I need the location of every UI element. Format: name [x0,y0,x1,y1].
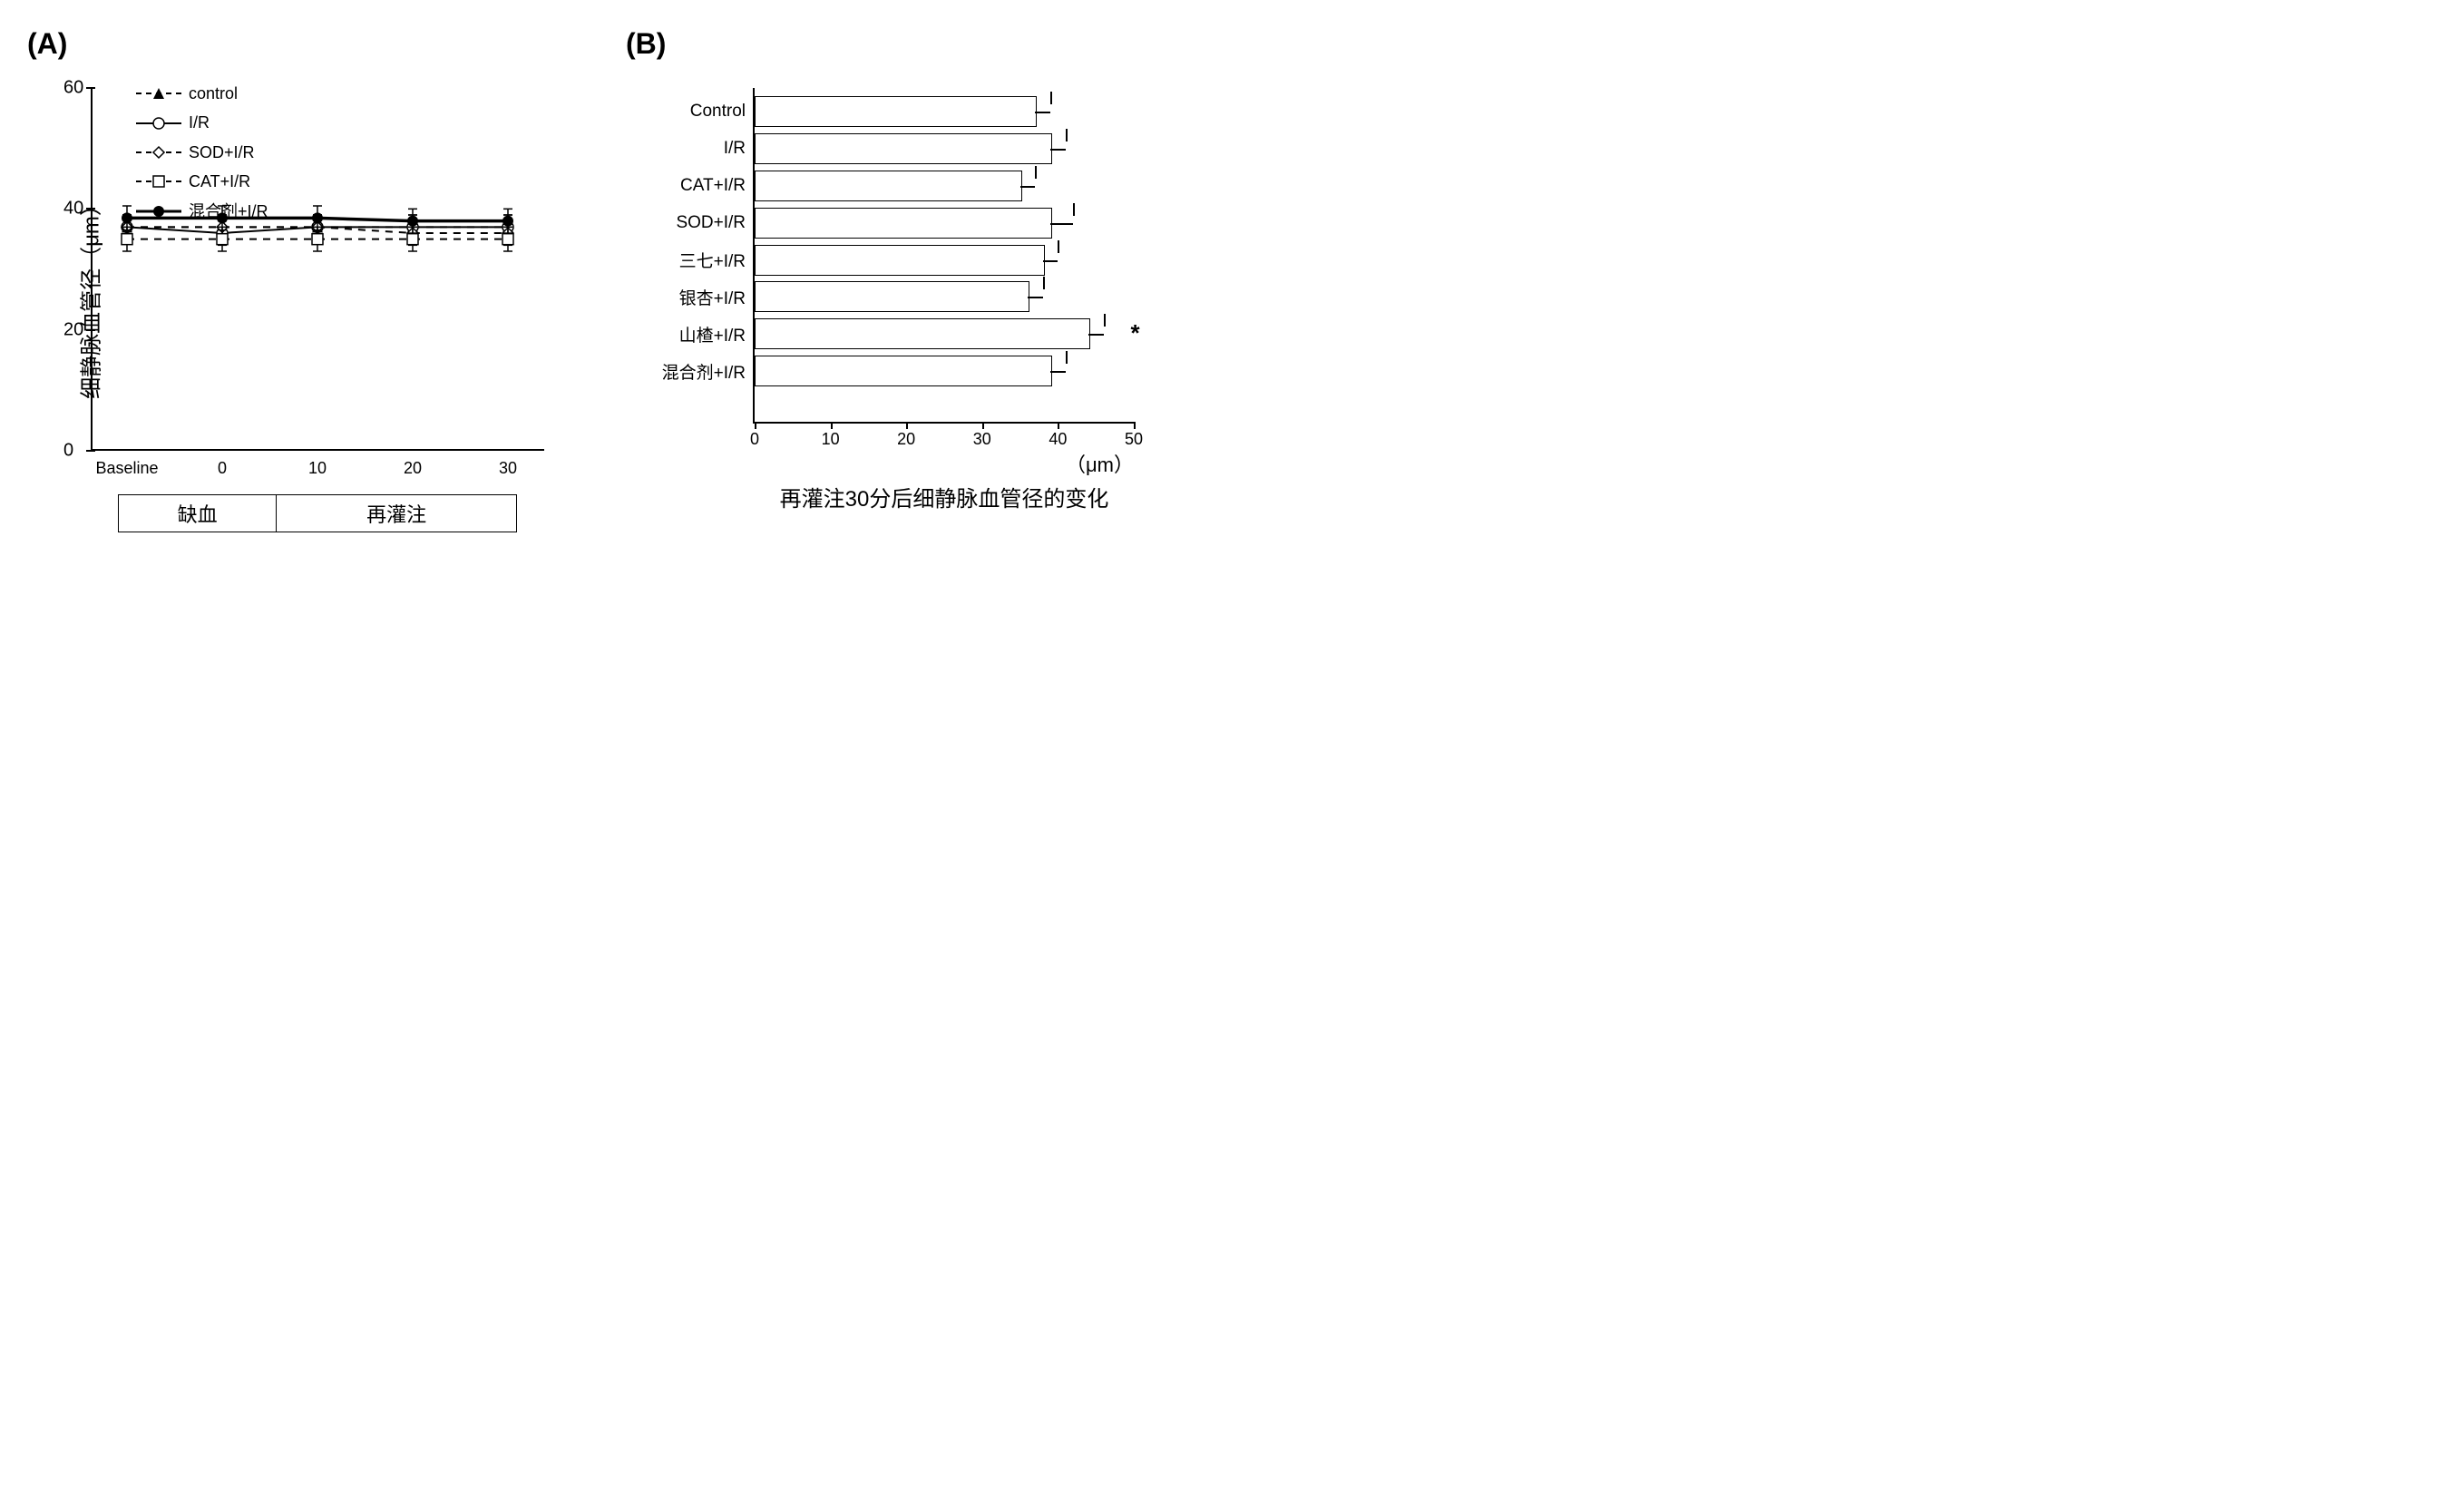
x-tick-label: 40 [1049,430,1067,449]
y-tick-label: 0 [63,441,73,462]
error-bar [1050,149,1066,151]
x-tick-label: 30 [499,459,517,478]
bar-row: 三七+I/R [755,246,1045,275]
legend-label: 混合剂+I/R [189,197,268,226]
error-bar [1020,186,1036,188]
bar-rect [755,318,1090,349]
x-tick-mark [755,422,756,429]
bar-plot-region: 01020304050 （μm） 再灌注30分后细静脉血管径的变化 Contro… [753,88,1134,424]
legend-label: control [189,79,238,108]
phase-reperfusion: 再灌注 [277,495,516,532]
error-cap [1050,92,1052,104]
bar-row: 混合剂+I/R [755,356,1052,385]
legend-label: SOD+I/R [189,138,255,167]
legend-item: SOD+I/R [136,138,268,167]
error-bar [1028,297,1043,298]
error-cap [1035,166,1037,179]
x-tick-mark [982,422,984,429]
bar-row: I/R [755,134,1052,163]
bar-label: Control [690,102,746,122]
error-bar [1050,223,1073,225]
x-tick-mark [1134,422,1136,429]
x-tick-label: 10 [822,430,840,449]
bar-label: I/R [724,139,746,159]
legend-item: control [136,79,268,108]
x-tick-mark [906,422,908,429]
error-cap [1104,314,1106,327]
error-bar [1035,112,1050,113]
y-tick-label: 40 [63,199,83,219]
bar-label: 混合剂+I/R [662,359,746,384]
error-cap [1066,351,1068,364]
bar-row: 银杏+I/R [755,282,1029,311]
legend-item: CAT+I/R [136,167,268,196]
line-chart: 细静脉血管径（μm） 0204060 Baseline0102030 contr… [27,70,571,523]
bar-label: 三七+I/R [679,248,746,272]
bar-rect [755,171,1022,201]
bar-row: 山楂+I/R* [755,319,1090,348]
significance-marker: * [1131,319,1140,347]
x-tick-label: 10 [308,459,327,478]
legend-marker-circle-filled [136,202,181,220]
bar-label: 银杏+I/R [679,285,746,309]
bar-rect [755,208,1052,239]
legend-marker-triangle-filled [136,84,181,102]
panel-a: (A) 细静脉血管径（μm） 0204060 Baseline0102030 c… [27,27,571,523]
x-tick-label: 0 [218,459,227,478]
phase-bar: 缺血 再灌注 [118,494,517,532]
figure-container: (A) 细静脉血管径（μm） 0204060 Baseline0102030 c… [27,27,2431,523]
x-tick-label: 30 [973,430,991,449]
bar-chart-title: 再灌注30分后细静脉血管径的变化 [780,481,1109,512]
error-cap [1058,240,1059,253]
panel-b: (B) 01020304050 （μm） 再灌注30分后细静脉血管径的变化 Co… [626,27,1188,505]
legend-label: CAT+I/R [189,167,250,196]
bar-label: 山楂+I/R [679,322,746,346]
x-tick-label: 0 [750,430,759,449]
bar-row: Control [755,97,1037,126]
bar-rect [755,245,1045,276]
bar-label: CAT+I/R [680,176,746,196]
y-tick-label: 20 [63,319,83,340]
legend-marker-circle-open [136,114,181,132]
x-tick-mark [831,422,833,429]
panel-b-label: (B) [626,27,1188,61]
legend-label: I/R [189,108,210,137]
bar-chart: 01020304050 （μm） 再灌注30分后细静脉血管径的变化 Contro… [626,70,1188,505]
error-cap [1043,277,1045,289]
error-bar [1043,260,1058,262]
x-tick-label: Baseline [95,459,158,478]
legend-marker-diamond-open [136,143,181,161]
x-tick-label: 50 [1125,430,1143,449]
legend-item: 混合剂+I/R [136,197,268,226]
bar-rect [755,356,1052,386]
error-bar [1050,371,1066,373]
legend-item: I/R [136,108,268,137]
x-tick-label: 20 [897,430,915,449]
legend-marker-square-open [136,172,181,190]
error-cap [1073,203,1075,216]
legend: controlI/RSOD+I/RCAT+I/R混合剂+I/R [136,79,268,226]
x-tick-label: 20 [404,459,422,478]
phase-ischemia: 缺血 [119,495,277,532]
bar-rect [755,133,1052,164]
bar-row: SOD+I/R [755,209,1052,238]
x-axis-unit: （μm） [1066,449,1134,478]
x-tick-mark [1058,422,1059,429]
bar-rect [755,96,1037,127]
panel-a-label: (A) [27,27,571,61]
bar-label: SOD+I/R [676,213,746,233]
y-tick-label: 60 [63,78,83,99]
error-bar [1088,334,1104,336]
bar-rect [755,281,1029,312]
error-cap [1066,129,1068,141]
bar-row: CAT+I/R [755,171,1022,200]
